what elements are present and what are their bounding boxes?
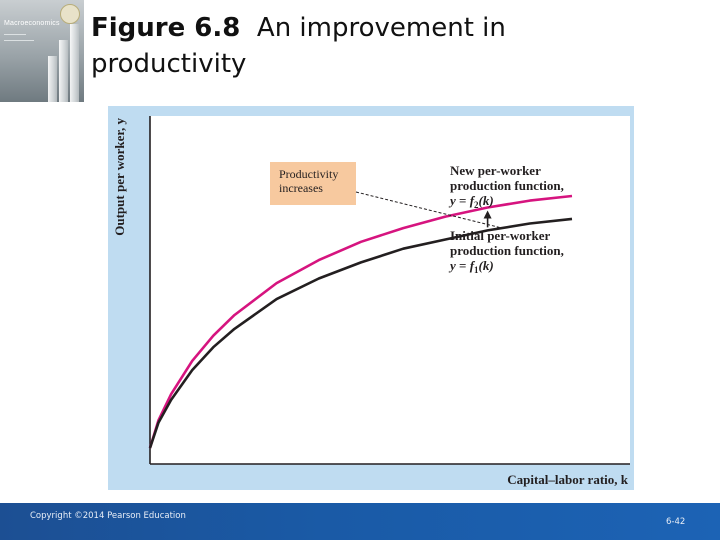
initial-production-curve	[148, 217, 573, 449]
new-curve-label-line: New per-worker	[450, 163, 541, 178]
cover-author-line	[4, 34, 26, 35]
x-axis-label: Capital–labor ratio, k	[507, 472, 629, 487]
slide-title: Figure 6.8 An improvement in productivit…	[91, 10, 691, 82]
annotation-box	[270, 162, 356, 205]
annotation-text: increases	[279, 181, 323, 195]
productivity-arrowhead	[483, 210, 492, 219]
cover-author-line	[4, 40, 34, 41]
y-axis-label: Output per worker, y	[112, 118, 127, 236]
figure-number: Figure 6.8	[91, 13, 241, 43]
copyright-text: Copyright ©2014 Pearson Education	[30, 511, 186, 521]
footer-bar: Copyright ©2014 Pearson Education 6-42	[0, 503, 720, 540]
plot-area	[150, 116, 630, 464]
initial-curve-label-line: production function,	[450, 243, 564, 258]
book-cover-image: Macroeconomics	[0, 0, 84, 102]
cover-bar	[48, 56, 57, 102]
book-title: Macroeconomics	[4, 20, 60, 27]
cover-bar	[59, 40, 68, 102]
new-production-curve	[148, 194, 573, 449]
initial-curve-label-equation: y = f1(k)	[448, 258, 494, 275]
cover-bar	[70, 24, 79, 102]
cover-edition-badge	[60, 4, 80, 24]
new-curve-label-line: production function,	[450, 178, 564, 193]
figure-title-line2: productivity	[91, 49, 247, 79]
figure-title-line1: An improvement in	[256, 13, 506, 43]
chart-panel: Productivity increases Capital–labor rati…	[108, 106, 634, 490]
slide-number: 6-42	[666, 517, 686, 527]
initial-curve-label-line: Initial per-worker	[450, 228, 550, 243]
annotation-text: Productivity	[279, 167, 338, 181]
new-curve-label-equation: y = f2(k)	[448, 193, 494, 210]
